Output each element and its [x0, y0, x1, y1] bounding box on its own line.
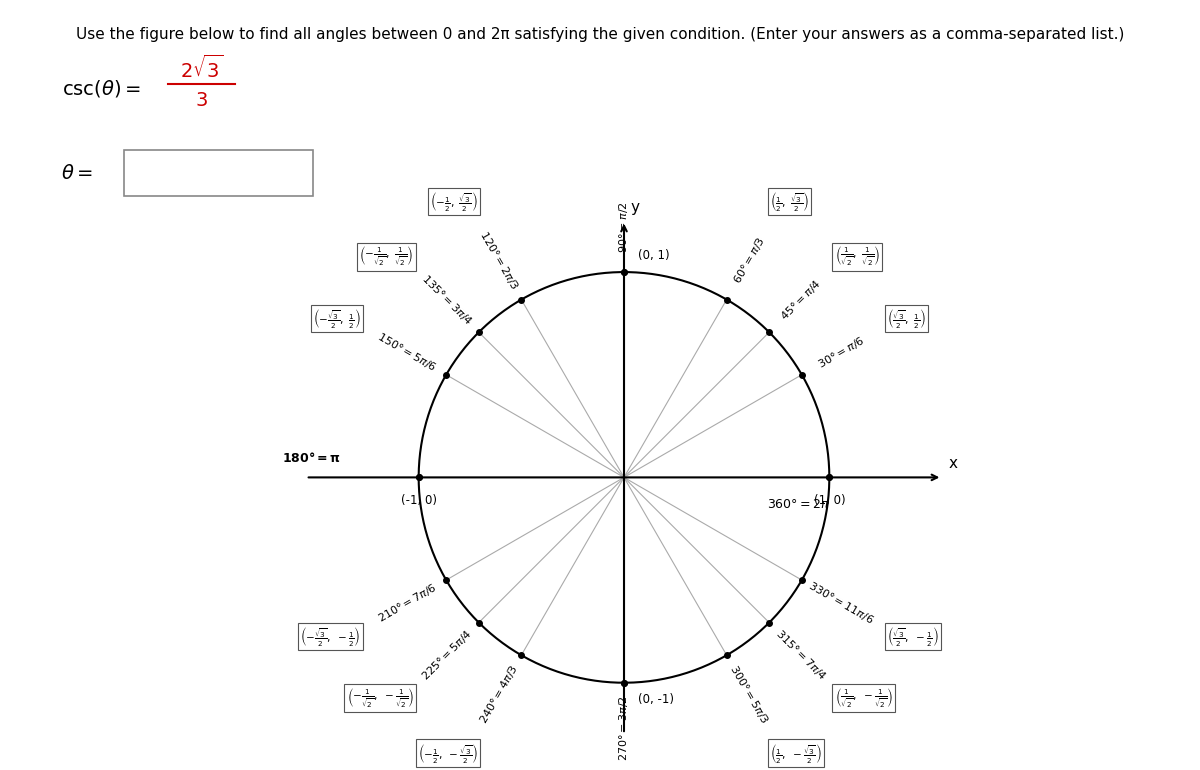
Text: $330° = 11\pi/6$: $330° = 11\pi/6$ — [806, 579, 876, 627]
Text: $\left(-\frac{1}{2},\ -\frac{\sqrt{3}}{2}\right)$: $\left(-\frac{1}{2},\ -\frac{\sqrt{3}}{2… — [418, 742, 479, 765]
Text: $\left(\frac{\sqrt{3}}{2},\ -\frac{1}{2}\right)$: $\left(\frac{\sqrt{3}}{2},\ -\frac{1}{2}… — [887, 625, 940, 648]
Text: x: x — [948, 457, 958, 471]
Text: $3$: $3$ — [196, 91, 208, 110]
Text: $90° = \pi/2$: $90° = \pi/2$ — [618, 201, 630, 253]
Text: $135° = 3\pi/4$: $135° = 3\pi/4$ — [419, 272, 475, 328]
Text: $120° = 2\pi/3$: $120° = 2\pi/3$ — [476, 229, 521, 293]
Text: $30° = \pi/6$: $30° = \pi/6$ — [815, 333, 866, 371]
Text: $\left(-\frac{1}{2},\ \frac{\sqrt{3}}{2}\right)$: $\left(-\frac{1}{2},\ \frac{\sqrt{3}}{2}… — [431, 190, 479, 213]
Text: $150° = 5\pi/6$: $150° = 5\pi/6$ — [376, 330, 439, 374]
Text: $\left(-\frac{\sqrt{3}}{2},\ \frac{1}{2}\right)$: $\left(-\frac{\sqrt{3}}{2},\ \frac{1}{2}… — [313, 306, 361, 330]
Text: $\csc(\theta) =$: $\csc(\theta) =$ — [62, 78, 142, 99]
Text: $\left(\frac{1}{2},\ \frac{\sqrt{3}}{2}\right)$: $\left(\frac{1}{2},\ \frac{\sqrt{3}}{2}\… — [769, 190, 809, 213]
Text: $45° = \pi/4$: $45° = \pi/4$ — [778, 277, 824, 323]
FancyBboxPatch shape — [124, 150, 312, 196]
Text: $270° = 3\pi/2$: $270° = 3\pi/2$ — [618, 695, 630, 761]
Text: (-1, 0): (-1, 0) — [401, 494, 437, 507]
Text: $\left(\frac{1}{\sqrt{2}},\ -\frac{1}{\sqrt{2}}\right)$: $\left(\frac{1}{\sqrt{2}},\ -\frac{1}{\s… — [834, 686, 893, 710]
Text: $2\sqrt{3}$: $2\sqrt{3}$ — [180, 55, 223, 82]
Text: $225° = 5\pi/4$: $225° = 5\pi/4$ — [419, 627, 475, 683]
Text: $300° = 5\pi/3$: $300° = 5\pi/3$ — [727, 662, 772, 726]
Text: $315° = 7\pi/4$: $315° = 7\pi/4$ — [773, 627, 829, 683]
Text: $210° = 7\pi/6$: $210° = 7\pi/6$ — [376, 581, 439, 624]
Text: $60° = \pi/3$: $60° = \pi/3$ — [731, 235, 768, 286]
Text: (1, 0): (1, 0) — [814, 494, 845, 507]
Text: $240° = 4\pi/3$: $240° = 4\pi/3$ — [476, 662, 521, 726]
Text: $\left(-\frac{\sqrt{3}}{2},\ -\frac{1}{2}\right)$: $\left(-\frac{\sqrt{3}}{2},\ -\frac{1}{2… — [300, 625, 361, 648]
Text: $\theta =$: $\theta =$ — [60, 164, 92, 182]
Text: $360° = 2\pi$: $360° = 2\pi$ — [767, 498, 830, 511]
Text: (0, -1): (0, -1) — [638, 693, 674, 706]
Text: $\left(\frac{1}{\sqrt{2}},\ \frac{1}{\sqrt{2}}\right)$: $\left(\frac{1}{\sqrt{2}},\ \frac{1}{\sq… — [834, 245, 880, 269]
Text: $\left(-\frac{1}{\sqrt{2}},\ -\frac{1}{\sqrt{2}}\right)$: $\left(-\frac{1}{\sqrt{2}},\ -\frac{1}{\… — [347, 686, 414, 710]
Text: $\left(-\frac{1}{\sqrt{2}},\ \frac{1}{\sqrt{2}}\right)$: $\left(-\frac{1}{\sqrt{2}},\ \frac{1}{\s… — [359, 245, 414, 269]
Text: $\mathbf{180° = \pi}$: $\mathbf{180° = \pi}$ — [282, 451, 341, 465]
Text: $\left(\frac{1}{2},\ -\frac{\sqrt{3}}{2}\right)$: $\left(\frac{1}{2},\ -\frac{\sqrt{3}}{2}… — [769, 742, 822, 765]
Text: y: y — [630, 199, 640, 215]
Text: Use the figure below to find all angles between 0 and 2π satisfying the given co: Use the figure below to find all angles … — [76, 27, 1124, 42]
Text: (0, 1): (0, 1) — [638, 249, 670, 262]
Text: $\left(\frac{\sqrt{3}}{2},\ \frac{1}{2}\right)$: $\left(\frac{\sqrt{3}}{2},\ \frac{1}{2}\… — [887, 306, 926, 330]
